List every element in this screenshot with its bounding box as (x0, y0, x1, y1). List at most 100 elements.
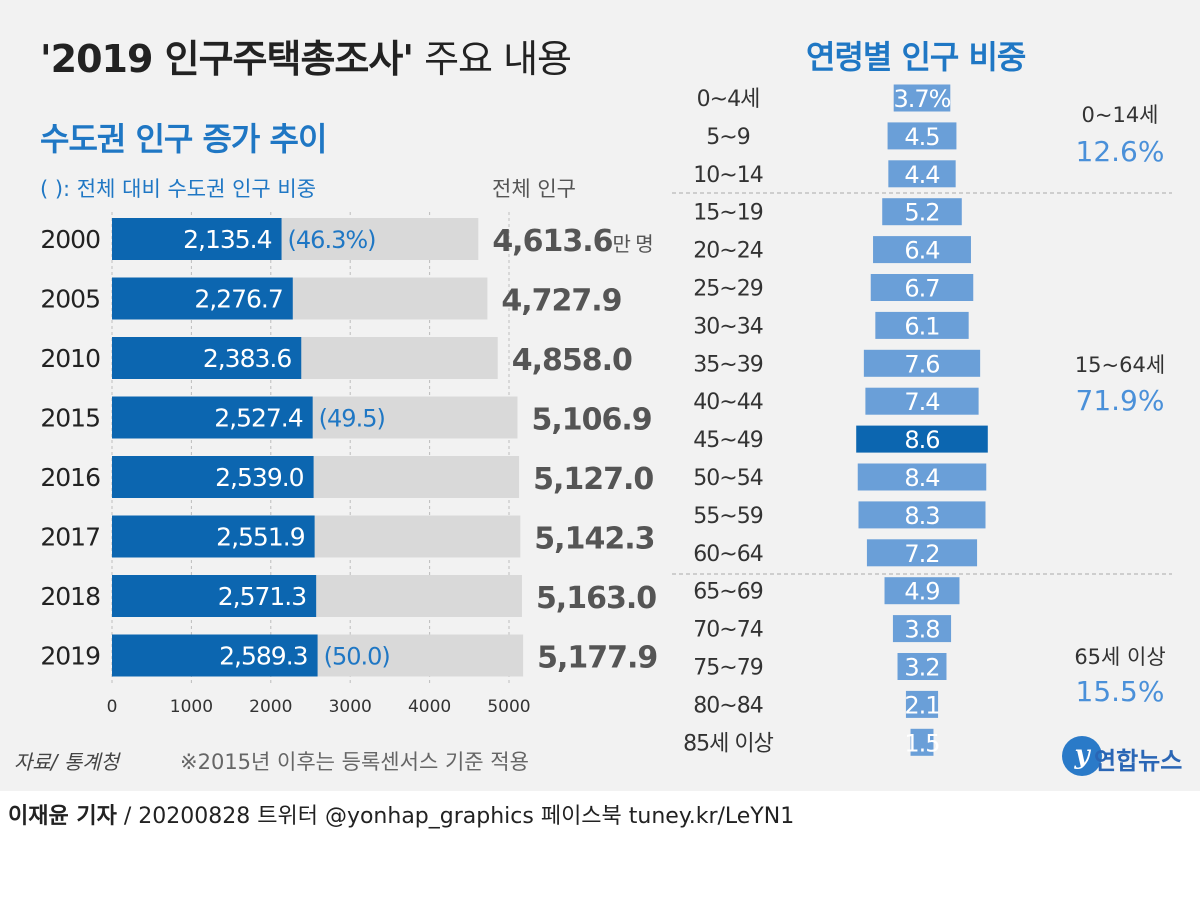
region-bar (112, 396, 313, 439)
age-bar (875, 311, 969, 339)
total-value-label: 4,613.6만 명 (492, 224, 652, 259)
year-label: 2000 (40, 225, 100, 254)
region-value-label: 2,527.4 (214, 404, 303, 433)
yonhap-logo-text: 연합뉴스 (1094, 747, 1183, 775)
region-bar (112, 575, 317, 617)
age-bar (857, 463, 987, 491)
age-bar (897, 653, 947, 680)
region-bar (112, 218, 282, 260)
age-category-label: 80~84 (693, 693, 762, 718)
age-category-label: 25~29 (693, 277, 762, 302)
share-label: (49.5) (319, 405, 385, 433)
age-category-label: 5~9 (706, 125, 749, 150)
page-title-main: '2019 인구주택총조사' (40, 37, 414, 81)
total-unit-label: 만 명 (612, 232, 652, 256)
age-value-label: 4.5 (904, 123, 939, 151)
source-label: 자료/ 통계청 (14, 750, 120, 774)
age-bar (863, 349, 981, 377)
age-bar (870, 274, 974, 301)
total-value-label: 5,106.9 (531, 403, 651, 438)
region-value-label: 2,135.4 (183, 225, 272, 254)
age-value-label: 3.8 (904, 616, 939, 644)
age-category-label: 40~44 (693, 390, 762, 415)
age-bar (892, 615, 952, 643)
credit-details: / 20200828 트위터 @yonhap_graphics 페이스북 tun… (116, 804, 795, 829)
age-value-label: 8.6 (904, 426, 939, 454)
x-tick-label: 2000 (249, 697, 292, 717)
age-bar (856, 425, 988, 453)
age-category-label: 15~19 (693, 201, 762, 226)
total-population-header: 전체 인구 (492, 177, 576, 201)
total-value-label: 4,727.9 (501, 284, 621, 319)
region-bar (112, 277, 293, 320)
age-value-label: 6.7 (904, 275, 939, 303)
year-label: 2016 (40, 463, 100, 492)
age-bar (888, 160, 956, 188)
age-value-label: 7.6 (904, 350, 939, 378)
x-tick-label: 5000 (487, 697, 530, 717)
age-bar (910, 728, 934, 756)
age-category-label: 10~14 (693, 163, 762, 188)
age-value-label: 7.2 (904, 540, 939, 568)
age-category-label: 0~4세 (697, 87, 760, 112)
age-value-label: 6.4 (904, 237, 939, 265)
region-value-label: 2,571.3 (218, 582, 306, 611)
age-group-share: 12.6% (1076, 135, 1165, 168)
age-value-label: 3.7% (894, 85, 951, 113)
age-category-label: 50~54 (693, 466, 762, 491)
age-category-label: 45~49 (693, 428, 762, 453)
age-category-label: 30~34 (693, 314, 762, 339)
page-title-suffix: 주요 내용 (412, 37, 572, 81)
age-value-label: 6.1 (904, 312, 939, 340)
age-value-label: 4.9 (904, 578, 939, 606)
age-category-label: 75~79 (693, 656, 762, 681)
age-bar (893, 84, 951, 112)
credit-line: 이재윤 기자 / 20200828 트위터 @yonhap_graphics 페… (8, 798, 794, 830)
age-bar (887, 122, 957, 150)
x-tick-label: 0 (107, 697, 118, 717)
share-note: ( ): 전체 대비 수도권 인구 비중 (40, 177, 317, 201)
age-bar (884, 577, 960, 605)
x-tick-label: 3000 (329, 697, 372, 717)
year-label: 2015 (40, 404, 100, 433)
age-bar (858, 501, 986, 529)
total-value-label: 5,177.9 (537, 641, 657, 676)
share-label: (46.3%) (288, 226, 376, 254)
age-group-share: 71.9% (1076, 384, 1165, 417)
age-category-label: 55~59 (693, 504, 762, 529)
age-value-label: 3.2 (904, 654, 939, 682)
x-tick-label: 4000 (408, 697, 451, 717)
left-chart-title: 수도권 인구 증가 추이 (40, 120, 327, 158)
age-bar (882, 198, 962, 226)
age-value-label: 5.2 (904, 199, 939, 227)
age-value-label: 8.3 (904, 502, 939, 530)
age-bar (873, 236, 971, 264)
year-label: 2018 (40, 582, 100, 611)
share-label: (50.0) (324, 643, 390, 671)
age-bar (866, 539, 978, 567)
age-group-label: 65세 이상 (1074, 645, 1165, 669)
region-value-label: 2,539.0 (215, 463, 304, 492)
age-category-label: 60~64 (693, 542, 762, 567)
age-value-label: 8.4 (904, 464, 939, 492)
age-value-label: 2.1 (904, 691, 939, 719)
age-group-label: 15~64세 (1075, 353, 1165, 377)
total-value-label: 5,163.0 (536, 581, 656, 616)
age-value-label: 7.4 (904, 388, 939, 416)
page-title: '2019 인구주택총조사' 주요 내용 (40, 28, 572, 83)
region-value-label: 2,276.7 (194, 285, 282, 314)
year-label: 2005 (40, 285, 100, 314)
year-label: 2010 (40, 344, 100, 373)
age-category-label: 70~74 (693, 618, 762, 643)
x-tick-label: 1000 (170, 697, 213, 717)
yonhap-logo-mark: y (1062, 736, 1102, 776)
footnote: ※2015년 이후는 등록센서스 기준 적용 (180, 750, 529, 774)
year-label: 2019 (40, 642, 100, 671)
age-category-label: 85세 이상 (683, 731, 773, 756)
region-bar (112, 634, 318, 677)
region-value-label: 2,383.6 (203, 344, 292, 373)
total-value-label: 4,858.0 (512, 343, 632, 378)
age-group-share: 15.5% (1076, 675, 1165, 708)
region-value-label: 2,551.9 (216, 523, 305, 552)
region-bar (112, 515, 315, 558)
